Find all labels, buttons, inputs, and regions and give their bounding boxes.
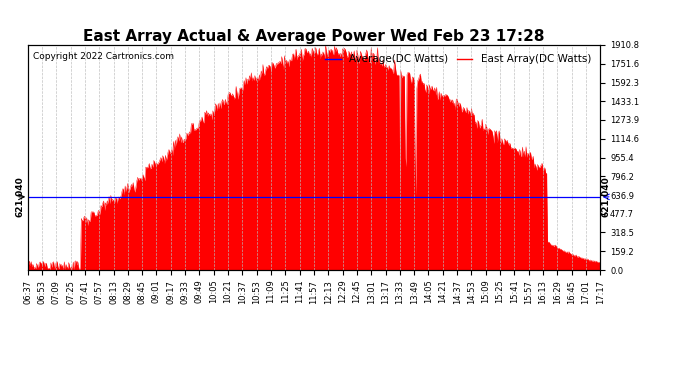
Legend: Average(DC Watts), East Array(DC Watts): Average(DC Watts), East Array(DC Watts) xyxy=(321,50,595,69)
Title: East Array Actual & Average Power Wed Feb 23 17:28: East Array Actual & Average Power Wed Fe… xyxy=(83,29,544,44)
Text: 621.040: 621.040 xyxy=(602,177,611,217)
Text: Copyright 2022 Cartronics.com: Copyright 2022 Cartronics.com xyxy=(33,52,175,61)
Text: 621.040: 621.040 xyxy=(16,177,25,217)
